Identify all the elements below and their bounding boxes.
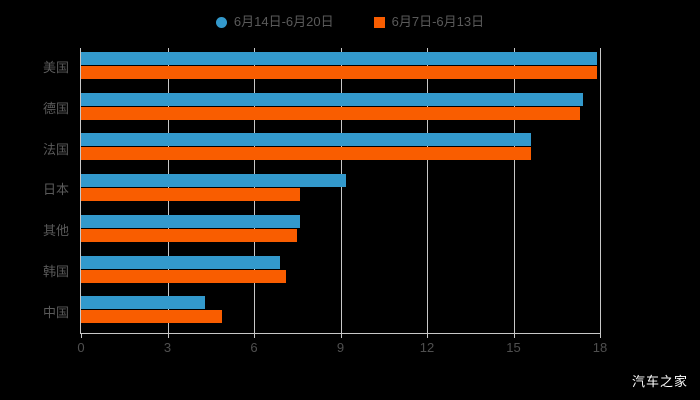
gridline xyxy=(340,48,342,333)
bar[interactable] xyxy=(81,92,583,106)
legend-label: 6月7日-6月13日 xyxy=(391,14,485,29)
x-tick-label: 0 xyxy=(77,340,85,355)
x-tick-mark xyxy=(513,333,515,338)
legend-square-icon xyxy=(373,16,385,28)
x-tick-label: 3 xyxy=(163,340,172,355)
x-tick-mark xyxy=(427,333,428,338)
bar[interactable] xyxy=(81,66,598,79)
y-axis-line xyxy=(80,48,81,333)
bar[interactable] xyxy=(81,133,531,147)
bar[interactable] xyxy=(81,296,205,310)
category-label: 中国 xyxy=(42,304,69,320)
bar-group: 其他 xyxy=(43,211,600,252)
bar-group: 韩国 xyxy=(43,252,600,293)
gridline xyxy=(513,48,515,333)
bar[interactable] xyxy=(81,214,301,228)
bar[interactable] xyxy=(81,188,301,202)
legend-item[interactable]: 6月7日-6月13日 xyxy=(373,14,485,29)
watermark: 汽车之家 xyxy=(631,374,688,389)
x-tick-label: 18 xyxy=(592,340,608,355)
category-label: 法国 xyxy=(42,141,69,157)
x-axis-line xyxy=(80,333,600,334)
category-label: 韩国 xyxy=(42,263,69,279)
bar[interactable] xyxy=(81,310,223,324)
bar[interactable] xyxy=(81,106,580,120)
category-label: 其他 xyxy=(42,223,69,239)
legend-circle-icon xyxy=(215,16,227,28)
bar-group: 德国 xyxy=(43,89,600,130)
legend-item[interactable]: 6月14日-6月20日 xyxy=(215,14,334,29)
plot-area: 0 3 6 9 12 15 18 美国德国法国日本其他韩国中国 xyxy=(43,48,607,355)
x-tick-label: 12 xyxy=(419,340,435,355)
bar-group: 日本 xyxy=(43,170,600,211)
chart-legend: 6月14日-6月20日 6月7日-6月13日 xyxy=(0,10,700,34)
category-label: 日本 xyxy=(42,182,69,198)
x-tick-mark xyxy=(167,333,169,338)
x-tick-label: 6 xyxy=(250,340,258,355)
bar-group: 美国 xyxy=(43,48,600,89)
bar[interactable] xyxy=(81,269,286,283)
category-label: 美国 xyxy=(42,60,69,76)
x-tick-mark xyxy=(600,333,601,338)
bar[interactable] xyxy=(81,147,531,161)
gridline xyxy=(427,48,428,333)
bar[interactable] xyxy=(81,255,280,269)
bar[interactable] xyxy=(81,228,298,242)
bar[interactable] xyxy=(81,174,347,188)
bar-group: 法国 xyxy=(43,129,600,170)
bar[interactable] xyxy=(81,52,598,65)
x-tick-label: 15 xyxy=(506,340,521,355)
x-tick-mark xyxy=(340,333,342,338)
x-tick-mark xyxy=(81,333,82,338)
legend-label: 6月14日-6月20日 xyxy=(233,14,334,29)
x-tick-label: 9 xyxy=(336,340,345,355)
bar-group: 中国 xyxy=(43,292,600,333)
x-tick-mark xyxy=(254,333,255,338)
gridline xyxy=(600,48,601,333)
category-label: 德国 xyxy=(42,101,69,117)
